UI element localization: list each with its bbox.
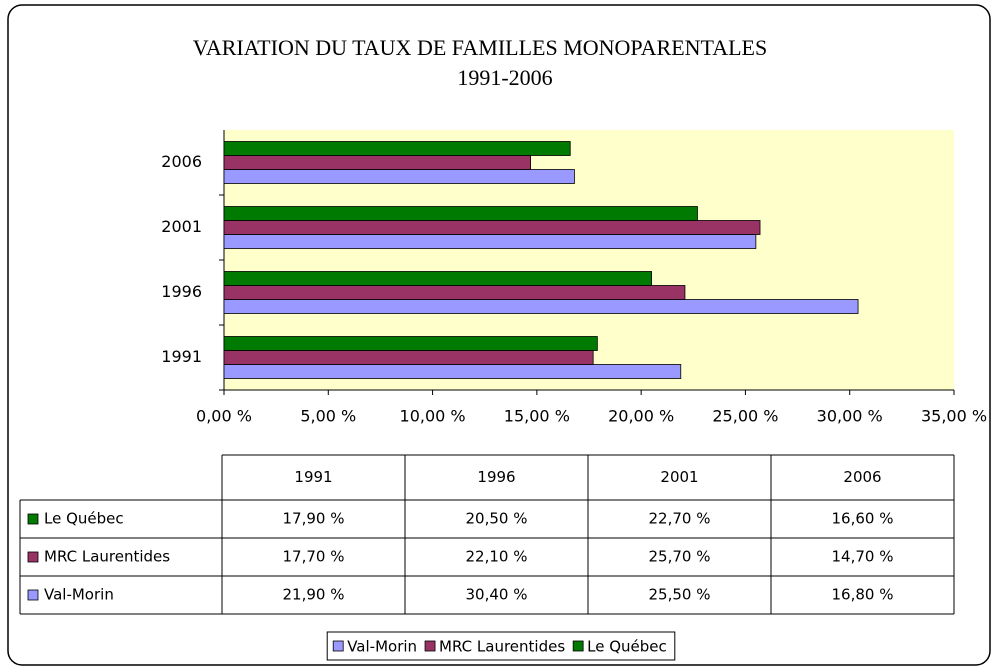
- bar: [223, 169, 575, 184]
- table-header: 1996: [477, 468, 515, 486]
- table-cell: 20,50 %: [466, 510, 528, 528]
- table-cell: 14,70 %: [832, 548, 894, 566]
- x-tick-label: 15,00 %: [504, 407, 570, 426]
- legend-label: MRC Laurentides: [439, 638, 565, 656]
- legend-swatch: [27, 513, 39, 525]
- table-cell: 17,70 %: [283, 548, 345, 566]
- x-tick-label: 25,00 %: [712, 407, 778, 426]
- x-tick-label: 0,00 %: [196, 407, 252, 426]
- bar: [223, 206, 698, 221]
- chart-title: VARIATION DU TAUX DE FAMILLES MONOPARENT…: [193, 35, 767, 60]
- table-cell: 22,70 %: [649, 510, 711, 528]
- bar: [223, 336, 598, 351]
- legend-label: Val-Morin: [347, 638, 417, 656]
- y-tick-label: 2001: [161, 217, 202, 236]
- x-tick-label: 10,00 %: [400, 407, 466, 426]
- bar: [223, 285, 686, 300]
- y-tick-label: 1991: [161, 347, 202, 366]
- legend-box: [326, 631, 676, 661]
- bar: [223, 141, 571, 156]
- bar: [223, 299, 859, 314]
- chart-subtitle: 1991-2006: [457, 65, 552, 90]
- legend-swatch: [424, 640, 436, 652]
- y-tick-label: 2006: [161, 152, 202, 171]
- bar: [223, 155, 532, 170]
- table-header: 2006: [843, 468, 881, 486]
- legend-label: Le Québec: [587, 638, 667, 656]
- table-header: 2001: [660, 468, 698, 486]
- x-tick-label: 35,00 %: [921, 407, 987, 426]
- table-cell: 21,90 %: [283, 586, 345, 604]
- x-tick-label: 20,00 %: [608, 407, 674, 426]
- bar: [223, 234, 757, 249]
- legend-swatch: [572, 640, 584, 652]
- table-cell: 16,60 %: [832, 510, 894, 528]
- table-cell: 17,90 %: [283, 510, 345, 528]
- bar: [223, 350, 594, 365]
- legend-swatch: [27, 551, 39, 563]
- bar: [223, 220, 761, 235]
- x-tick-label: 30,00 %: [817, 407, 883, 426]
- table-cell: 30,40 %: [466, 586, 528, 604]
- x-tick-label: 5,00 %: [300, 407, 356, 426]
- table-cell: 25,50 %: [649, 586, 711, 604]
- table-row-label: MRC Laurentides: [44, 548, 170, 566]
- table-cell: 25,70 %: [649, 548, 711, 566]
- table-cell: 22,10 %: [466, 548, 528, 566]
- table-header: 1991: [294, 468, 332, 486]
- table-cell: 16,80 %: [832, 586, 894, 604]
- bar: [223, 364, 682, 379]
- legend-swatch: [27, 589, 39, 601]
- table-row-label: Le Québec: [44, 510, 124, 528]
- bar: [223, 271, 652, 286]
- legend-swatch: [332, 640, 344, 652]
- y-tick-label: 1996: [161, 282, 202, 301]
- table-row-label: Val-Morin: [44, 586, 114, 604]
